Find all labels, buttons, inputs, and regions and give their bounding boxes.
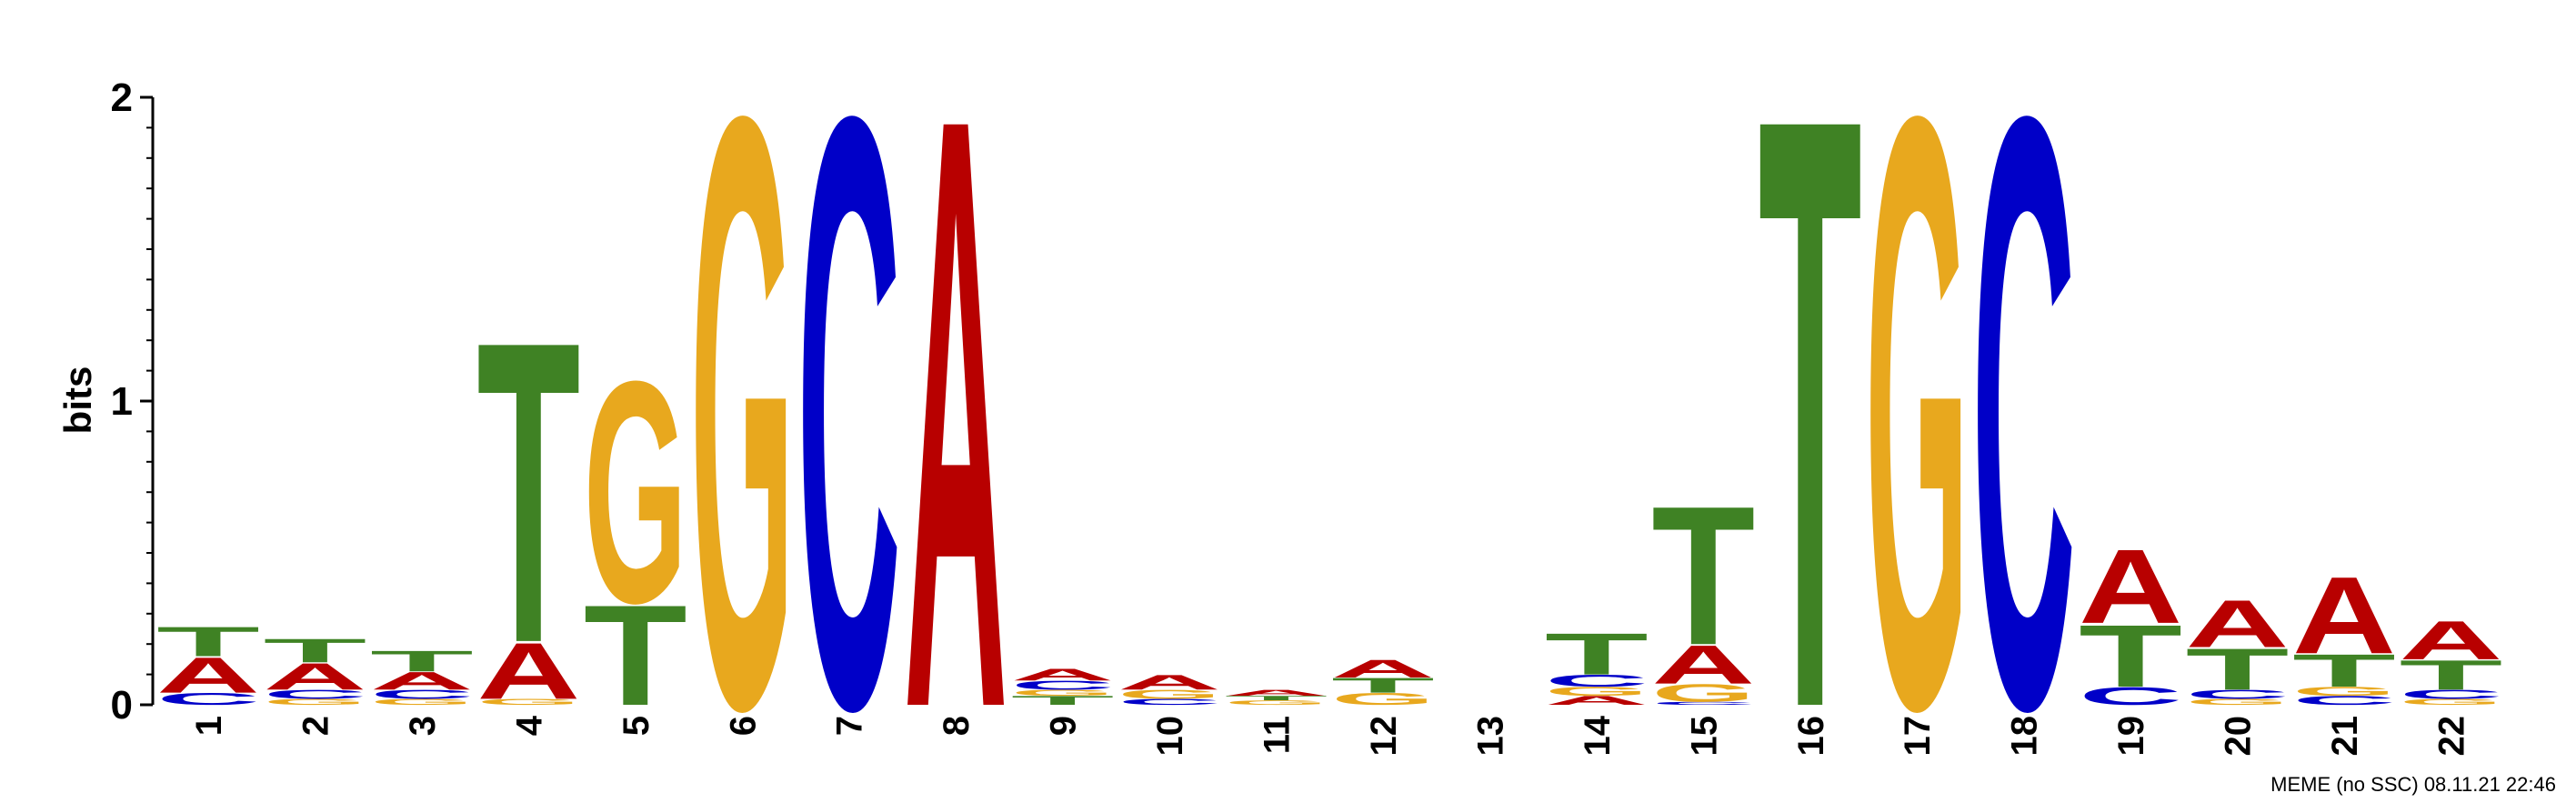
logo-letter-g: G [1011, 688, 1115, 698]
y-axis-label: bits [56, 366, 99, 435]
logo-letter-c: C [263, 688, 366, 702]
x-tick-label: 12 [1364, 716, 1404, 757]
x-tick-label: 10 [1150, 716, 1190, 757]
logo-letter-c: C [2079, 682, 2182, 710]
logo-letter-t: T [1651, 466, 1755, 688]
logo-letter-a: A [1118, 670, 1221, 694]
logo-letter-c: C [1972, 0, 2076, 803]
logo-letter-a: A [2399, 610, 2502, 671]
x-tick-label: 21 [2325, 716, 2365, 757]
logo-letter-g: G [263, 698, 366, 707]
y-tick-label: 0 [111, 683, 133, 728]
logo-letter-g: G [1225, 699, 1328, 707]
x-tick-label: 17 [1898, 716, 1938, 757]
logo-letter-t: T [156, 618, 260, 666]
logo-letter-c: C [1651, 701, 1755, 706]
logo-letter-t: T [1331, 674, 1435, 698]
logo-letter-c: C [1011, 678, 1115, 693]
logo-letter-t: T [2292, 645, 2396, 697]
logo-letter-g: G [1545, 685, 1649, 699]
logo-letter-a: A [2292, 554, 2396, 677]
logo-letter-a: A [1651, 635, 1755, 696]
y-tick-label: 1 [111, 379, 133, 424]
logo-letter-t: T [370, 645, 474, 678]
logo-letter-g: G [2186, 698, 2290, 707]
x-tick-label: 7 [830, 716, 870, 736]
y-tick-label: 2 [111, 75, 133, 120]
logo-letter-a: A [1225, 688, 1328, 698]
x-tick-label: 15 [1684, 716, 1724, 757]
logo-letter-c: C [1545, 671, 1649, 690]
x-tick-label: 14 [1578, 715, 1618, 756]
logo-letter-g: G [1651, 679, 1755, 708]
logo-letter-g: G [1865, 0, 1969, 803]
logo-letter-t: T [1545, 621, 1649, 688]
x-tick-label: 13 [1470, 716, 1510, 757]
x-tick-label: 8 [937, 716, 977, 736]
logo-letter-g: G [2399, 698, 2502, 707]
x-tick-label: 22 [2431, 716, 2471, 757]
logo-letter-g: G [2292, 685, 2396, 699]
logo-letter-c: C [2292, 693, 2396, 708]
logo-letter-a: A [1545, 693, 1649, 708]
x-tick-label: 20 [2219, 716, 2259, 757]
logo-letter-g: G [584, 315, 687, 669]
logo-letter-c: C [1118, 698, 1221, 707]
logo-letter-a: A [370, 667, 474, 695]
logo-letter-g: G [476, 698, 580, 707]
x-tick-label: 2 [296, 716, 336, 736]
logo-letter-t: T [2186, 637, 2290, 703]
logo-letter-g: G [1118, 688, 1221, 702]
logo-letter-a: A [2186, 587, 2290, 662]
x-tick-label: 11 [1258, 716, 1298, 754]
logo-letter-c: C [156, 689, 260, 708]
logo-letter-t: T [584, 576, 687, 736]
y-axis: 0 1 2 [111, 75, 155, 728]
logo-letter-a: A [2079, 528, 2182, 646]
logo-letter-t: T [2399, 651, 2502, 698]
logo-letter-c: C [370, 688, 474, 702]
logo-letter-t: T [2079, 607, 2182, 706]
logo-letter-a: A [156, 647, 260, 704]
logo-letter-g: G [690, 0, 794, 803]
x-tick-label: 18 [2005, 716, 2045, 757]
x-tick-label: 4 [509, 715, 549, 736]
logo-letter-a: A [904, 0, 1007, 803]
x-tick-label: 16 [1791, 716, 1831, 757]
logo-letter-c: C [797, 0, 901, 803]
logo-letter-g: G [370, 698, 474, 707]
logo-letter-c: C [2399, 688, 2502, 702]
logo-letter-t: T [476, 252, 580, 733]
x-tick-label: 9 [1044, 716, 1084, 736]
logo-letter-t: T [1759, 0, 1862, 803]
logo-letter-c: C [2186, 688, 2290, 702]
x-tick-label: 3 [403, 716, 443, 736]
x-axis-labels: 1 2 3 4 5 6 7 8 9 10 11 12 13 14 15 16 17 18 19 20 21 22 [189, 715, 2471, 756]
logo-letter-t: T [1011, 693, 1115, 708]
x-tick-label: 5 [616, 716, 657, 736]
x-tick-label: 6 [723, 716, 763, 736]
logo-letter-a: A [1331, 655, 1435, 683]
x-tick-label: 19 [2111, 716, 2151, 757]
logo-letter-g: G [1331, 689, 1435, 708]
x-tick-label: 1 [189, 716, 229, 736]
logo-letter-a: A [263, 656, 366, 698]
logo-letter-t: T [263, 632, 366, 670]
logo-letter-a: A [476, 627, 580, 717]
footer-credit: MEME (no SSC) 08.11.21 22:46 [2270, 773, 2556, 796]
logo-letter-a: A [1011, 665, 1115, 684]
logo-letter-t: T [1225, 695, 1328, 702]
